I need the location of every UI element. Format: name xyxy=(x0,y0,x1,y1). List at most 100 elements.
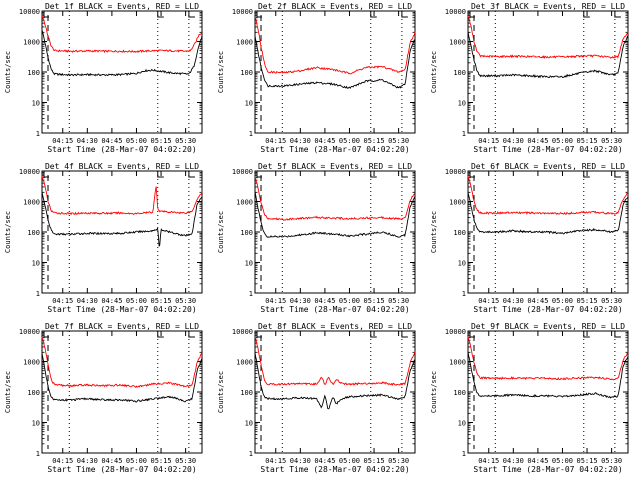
series-lld-line xyxy=(254,336,416,386)
x-tick-label: 04:45 xyxy=(101,137,122,145)
y-tick-label: 10000 xyxy=(232,168,253,176)
y-tick-label: 1 xyxy=(36,450,40,458)
series-lld-line xyxy=(467,175,629,215)
x-tick-label: 05:15 xyxy=(577,457,598,465)
x-tick-label: 05:00 xyxy=(126,457,147,465)
corner-marker xyxy=(583,11,590,18)
panel-7: Det 7f BLACK = Events, RED = LLD 1 10 100 10… xyxy=(4,322,203,474)
series-events-line xyxy=(467,192,629,235)
x-tick-label: 05:15 xyxy=(151,297,172,305)
x-tick-label: 05:30 xyxy=(601,457,622,465)
y-tick-label: 100 xyxy=(240,69,253,77)
y-tick-label: 10 xyxy=(458,420,466,428)
series-lld-line xyxy=(467,15,629,60)
y-tick-label: 10 xyxy=(32,100,40,108)
series-lld-line xyxy=(467,336,629,381)
y-tick-label: 1 xyxy=(462,450,466,458)
y-tick-label: 10 xyxy=(245,100,253,108)
x-tick-label: 04:15 xyxy=(478,457,499,465)
x-tick-label: 04:15 xyxy=(52,457,73,465)
y-tick-label: 100 xyxy=(27,69,40,77)
x-axis-label: Start Time (28-Mar-07 04:02:20) xyxy=(473,465,622,474)
panel-9: Det 9f BLACK = Events, RED = LLD 1 10 100 10… xyxy=(430,322,629,474)
panel-title: Det 2f BLACK = Events, RED = LLD xyxy=(258,2,412,11)
panel-5: Det 5f BLACK = Events, RED = LLD 1 10 100 10… xyxy=(217,162,416,314)
x-axis-label: Start Time (28-Mar-07 04:02:20) xyxy=(47,465,196,474)
y-tick-label: 1000 xyxy=(236,39,253,47)
corner-marker xyxy=(188,171,195,178)
y-tick-label: 100 xyxy=(27,389,40,397)
series-lld-line xyxy=(41,175,203,216)
x-tick-label: 04:30 xyxy=(290,137,311,145)
y-tick-label: 10000 xyxy=(232,8,253,16)
corner-marker xyxy=(401,171,408,178)
plot-frame xyxy=(467,330,629,454)
plot-frame xyxy=(254,170,416,294)
y-tick-label: 10000 xyxy=(445,8,466,16)
panel-1: Det 1f BLACK = Events, RED = LLD 1 10 100 10… xyxy=(4,2,203,154)
y-tick-label: 1 xyxy=(36,290,40,298)
corner-marker xyxy=(43,11,49,18)
x-tick-label: 05:30 xyxy=(388,457,409,465)
panel-title: Det 7f BLACK = Events, RED = LLD xyxy=(45,322,199,331)
y-tick-label: 1000 xyxy=(236,199,253,207)
y-tick-label: 100 xyxy=(453,389,466,397)
corner-marker xyxy=(469,331,475,338)
x-tick-label: 05:30 xyxy=(175,457,196,465)
x-axis-label: Start Time (28-Mar-07 04:02:20) xyxy=(473,305,622,314)
y-tick-label: 1000 xyxy=(449,39,466,47)
x-tick-label: 05:15 xyxy=(151,457,172,465)
x-tick-label: 05:00 xyxy=(552,297,573,305)
y-axis-label: Counts/sec xyxy=(4,371,12,413)
x-axis-label: Start Time (28-Mar-07 04:02:20) xyxy=(473,145,622,154)
corner-marker xyxy=(188,331,195,338)
panel-title: Det 9f BLACK = Events, RED = LLD xyxy=(471,322,625,331)
x-tick-label: 05:30 xyxy=(601,297,622,305)
corner-marker xyxy=(401,11,408,18)
y-tick-label: 1 xyxy=(462,290,466,298)
x-tick-label: 05:00 xyxy=(339,137,360,145)
x-tick-label: 05:00 xyxy=(126,297,147,305)
y-tick-label: 10 xyxy=(458,260,466,268)
corner-marker xyxy=(43,331,49,338)
panel-title: Det 4f BLACK = Events, RED = LLD xyxy=(45,162,199,171)
x-tick-label: 05:30 xyxy=(175,137,196,145)
series-events-line xyxy=(41,353,203,403)
x-tick-label: 05:00 xyxy=(552,457,573,465)
x-tick-label: 05:15 xyxy=(577,137,598,145)
corner-marker xyxy=(370,171,377,178)
y-tick-label: 1 xyxy=(249,130,253,138)
panel-6: Det 6f BLACK = Events, RED = LLD 1 10 100 10… xyxy=(430,162,629,314)
panel-3: Det 3f BLACK = Events, RED = LLD 1 10 100 10… xyxy=(430,2,629,154)
y-tick-label: 10 xyxy=(245,420,253,428)
corner-marker xyxy=(256,11,262,18)
series-lld-line xyxy=(41,336,203,389)
x-tick-label: 05:15 xyxy=(577,297,598,305)
panel-2: Det 2f BLACK = Events, RED = LLD 1 10 100 10… xyxy=(217,2,416,154)
x-tick-label: 04:15 xyxy=(265,137,286,145)
panel-title: Det 8f BLACK = Events, RED = LLD xyxy=(258,322,412,331)
x-tick-label: 05:30 xyxy=(388,137,409,145)
corner-marker xyxy=(157,331,164,338)
series-events-line xyxy=(467,351,629,399)
series-lld-line xyxy=(41,15,203,54)
y-axis-label: Counts/sec xyxy=(217,51,225,93)
x-tick-label: 04:45 xyxy=(101,457,122,465)
x-tick-label: 04:15 xyxy=(265,457,286,465)
y-tick-label: 10000 xyxy=(445,328,466,336)
plot-frame xyxy=(41,330,203,454)
x-tick-label: 04:15 xyxy=(478,297,499,305)
x-tick-label: 05:30 xyxy=(175,297,196,305)
y-tick-label: 1 xyxy=(462,130,466,138)
y-tick-label: 1000 xyxy=(449,199,466,207)
y-tick-label: 100 xyxy=(240,389,253,397)
y-tick-label: 100 xyxy=(453,229,466,237)
plot-frame xyxy=(254,10,416,134)
corner-marker xyxy=(614,171,621,178)
x-tick-label: 05:15 xyxy=(364,137,385,145)
corner-marker xyxy=(157,171,164,178)
y-tick-label: 10000 xyxy=(19,328,40,336)
x-tick-label: 04:15 xyxy=(478,137,499,145)
y-tick-label: 10000 xyxy=(445,168,466,176)
